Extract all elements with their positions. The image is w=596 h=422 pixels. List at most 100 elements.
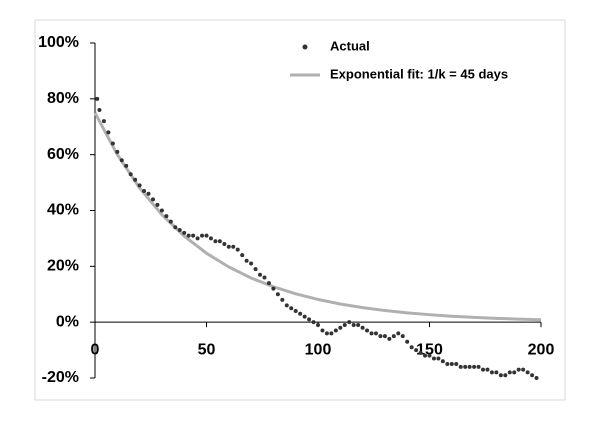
- data-point: [521, 367, 526, 372]
- data-point: [431, 356, 436, 361]
- data-point: [391, 334, 396, 339]
- data-point: [182, 230, 187, 235]
- data-point: [226, 244, 231, 249]
- data-point: [258, 272, 263, 277]
- data-point: [284, 303, 289, 308]
- data-point: [155, 202, 160, 207]
- data-point: [235, 247, 240, 252]
- data-point: [119, 158, 124, 163]
- y-tick-label: 40%: [47, 202, 79, 219]
- data-point: [302, 314, 307, 319]
- data-point: [142, 188, 147, 193]
- data-point: [489, 370, 494, 375]
- chart-border: [34, 19, 566, 401]
- data-point: [128, 172, 133, 177]
- data-point: [293, 309, 298, 313]
- data-point: [316, 322, 320, 327]
- data-point: [249, 261, 254, 266]
- data-point: [217, 239, 222, 244]
- data-point: [289, 306, 294, 311]
- data-point: [418, 350, 423, 355]
- data-point: [307, 317, 312, 322]
- data-point: [494, 370, 499, 375]
- y-tick-label: 60%: [47, 146, 79, 163]
- data-point: [298, 311, 303, 316]
- y-tick-label: -20%: [42, 369, 79, 386]
- data-point: [356, 322, 361, 327]
- data-point: [472, 364, 477, 369]
- data-point: [311, 320, 316, 325]
- data-point: [423, 353, 428, 358]
- x-tick-label: 100: [305, 341, 332, 358]
- data-point: [458, 364, 463, 369]
- data-point: [369, 331, 374, 336]
- data-point: [266, 281, 271, 286]
- data-point: [195, 236, 200, 241]
- data-point: [240, 253, 245, 258]
- data-point: [400, 334, 405, 339]
- data-point: [213, 239, 218, 244]
- data-point: [440, 359, 445, 364]
- data-point: [525, 370, 530, 375]
- data-point: [244, 258, 249, 263]
- data-point: [150, 197, 155, 202]
- data-point: [168, 219, 173, 224]
- data-point: [110, 141, 115, 146]
- data-point: [476, 364, 481, 369]
- x-tick-label: 0: [91, 341, 100, 358]
- data-point: [280, 297, 285, 302]
- data-point: [405, 339, 410, 344]
- data-point: [137, 183, 142, 188]
- data-point: [329, 331, 334, 336]
- data-point: [463, 364, 468, 369]
- data-point: [378, 334, 383, 339]
- legend-label: Exponential fit: 1/k = 45 days: [330, 66, 508, 81]
- data-point: [436, 356, 441, 361]
- data-point: [115, 149, 120, 154]
- legend-marker: [302, 44, 308, 50]
- data-point: [95, 96, 100, 101]
- x-tick-label: 200: [528, 341, 555, 358]
- data-point: [159, 208, 164, 213]
- data-point: [485, 367, 490, 372]
- y-tick-label: 0%: [56, 313, 79, 330]
- data-point: [498, 373, 503, 378]
- data-point: [530, 373, 535, 378]
- data-point: [516, 367, 521, 372]
- data-point: [342, 322, 347, 327]
- data-point: [360, 325, 365, 330]
- data-point: [373, 331, 378, 336]
- data-point: [320, 328, 325, 333]
- data-point: [101, 119, 106, 124]
- data-point: [409, 345, 414, 350]
- y-tick-label: 100%: [38, 34, 79, 51]
- data-point: [204, 233, 209, 238]
- data-point: [365, 328, 370, 333]
- data-point: [133, 177, 138, 182]
- data-point: [208, 236, 213, 241]
- data-point: [507, 370, 512, 375]
- data-point: [231, 244, 236, 249]
- data-point: [191, 233, 196, 238]
- data-point: [503, 373, 508, 378]
- data-point: [351, 322, 356, 327]
- data-point: [454, 362, 459, 367]
- data-point: [173, 225, 178, 230]
- y-tick-label: 80%: [47, 90, 79, 107]
- data-point: [347, 320, 352, 325]
- data-point: [106, 130, 111, 135]
- data-point: [333, 328, 338, 333]
- data-point: [467, 364, 472, 369]
- data-point: [146, 191, 151, 196]
- data-point: [481, 367, 486, 372]
- data-point: [445, 362, 450, 367]
- data-point: [449, 362, 454, 367]
- data-point: [222, 242, 227, 246]
- x-tick-label: 150: [416, 341, 443, 358]
- data-point: [97, 108, 102, 112]
- data-point: [186, 233, 191, 238]
- data-point: [414, 348, 419, 353]
- data-point: [324, 331, 329, 336]
- data-point: [338, 325, 343, 330]
